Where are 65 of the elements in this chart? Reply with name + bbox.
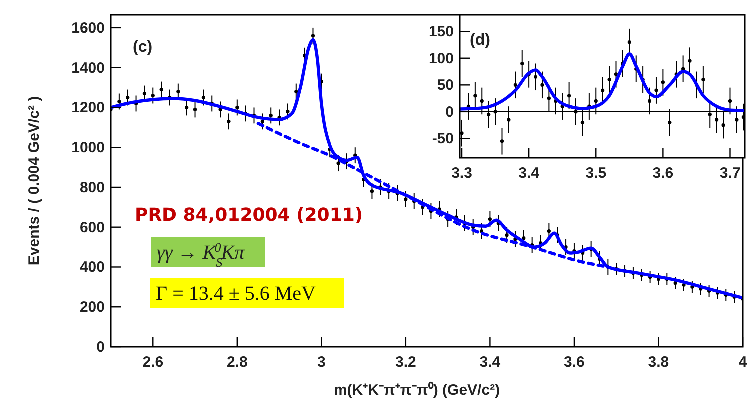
annotation: γγ → K$_{S}$$^{0}$Kπ — [157, 240, 246, 270]
point — [494, 110, 498, 114]
point — [608, 78, 612, 82]
point — [540, 83, 544, 87]
y-tick-label: 1000 — [72, 140, 105, 157]
x-tick-label: 2.8 — [226, 354, 248, 371]
point — [708, 112, 712, 116]
point — [474, 94, 478, 98]
point — [728, 99, 732, 104]
y-tick-label: 50 — [437, 77, 454, 94]
y-tick-label: 200 — [80, 299, 105, 316]
annotation: PRD 84,012004 (2011) — [135, 205, 364, 226]
point — [547, 96, 551, 100]
x-tick-label: 4 — [738, 354, 748, 371]
x-tick-label: 3.5 — [586, 165, 607, 182]
x-tick-label: 3.3 — [452, 165, 472, 182]
annotation: (c) — [133, 39, 153, 56]
point — [715, 118, 719, 122]
annotation: (d) — [470, 32, 490, 49]
x-tick-label: 3.7 — [720, 165, 741, 182]
point — [661, 80, 665, 84]
x-tick-label: 3.8 — [648, 354, 670, 371]
point — [574, 110, 578, 114]
point — [487, 112, 491, 116]
point — [601, 88, 605, 92]
point — [568, 94, 572, 98]
x-tick-label: 3.6 — [564, 354, 585, 371]
y-tick-label: 1600 — [72, 20, 105, 37]
y-tick-label: 600 — [80, 219, 105, 236]
point — [500, 140, 504, 144]
point — [534, 75, 538, 79]
y-tick-label: 0 — [446, 104, 454, 121]
point — [507, 118, 511, 122]
point — [628, 40, 632, 44]
point — [520, 62, 524, 66]
point — [668, 120, 672, 124]
point — [735, 118, 739, 122]
point — [648, 99, 652, 104]
point — [688, 59, 692, 63]
annotation: Γ = 13.4 ± 5.6 MeV — [156, 283, 316, 305]
y-axis-title: Events / ( 0.004 GeV/c² ) — [26, 96, 43, 266]
x-tick-label: 2.6 — [142, 354, 164, 371]
y-tick-label: 1400 — [72, 60, 105, 77]
y-tick-label: -50 — [432, 130, 454, 148]
point — [594, 99, 598, 104]
point — [514, 83, 518, 87]
y-tick-label: 0 — [96, 339, 105, 356]
point — [742, 115, 745, 120]
y-tick-label: 1200 — [72, 100, 105, 117]
y-tick-label: 100 — [428, 50, 454, 68]
x-tick-label: 3.2 — [396, 354, 416, 371]
y-tick-label: 150 — [428, 24, 454, 41]
point — [654, 88, 658, 92]
x-tick-label: 3 — [317, 354, 326, 371]
x-axis-title: m(K⁺K⁻π⁺π⁻π⁰) (GeV/c²) — [334, 381, 500, 399]
line-series — [460, 52, 745, 112]
x-tick-label: 3.6 — [652, 165, 674, 182]
point — [702, 78, 706, 82]
x-tick-label: 3.4 — [480, 354, 502, 371]
x-tick-label: 3.4 — [518, 165, 540, 182]
y-tick-label: 800 — [80, 179, 105, 196]
y-tick-label: 400 — [80, 259, 105, 276]
point — [722, 124, 726, 128]
point — [480, 99, 484, 104]
point — [580, 120, 585, 124]
